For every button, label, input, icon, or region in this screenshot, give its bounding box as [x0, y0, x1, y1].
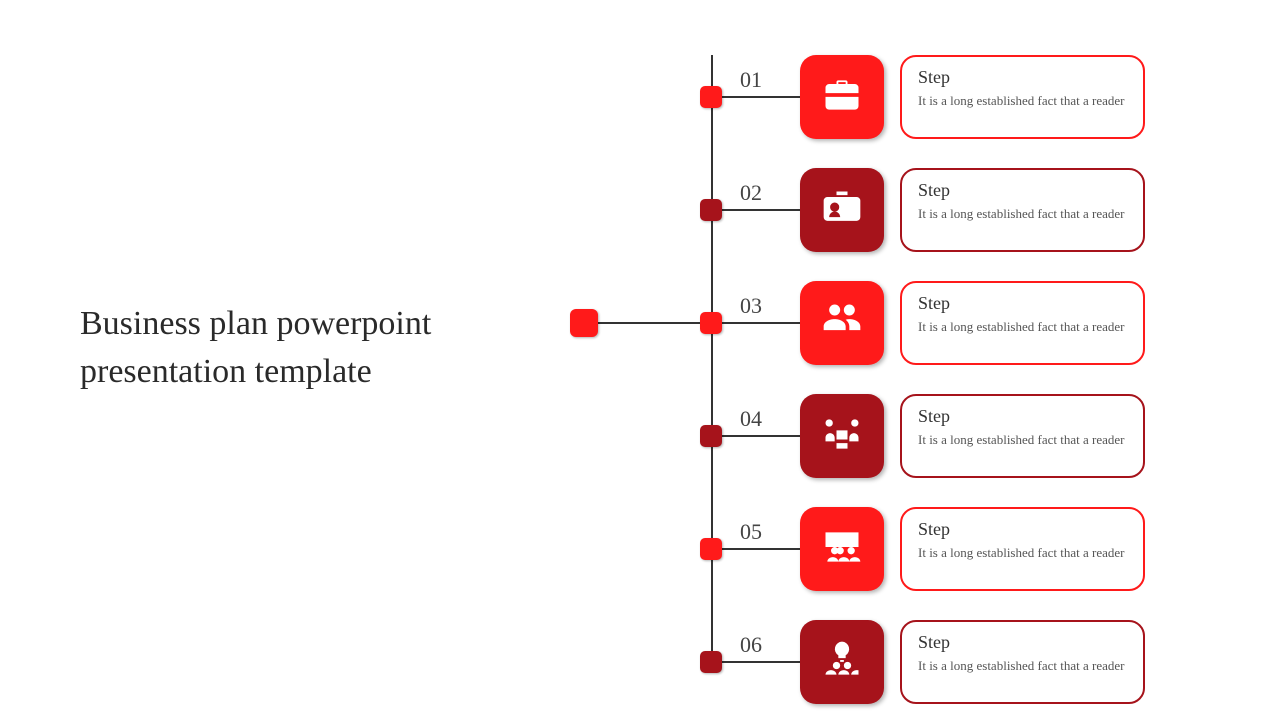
idea-team-icon [820, 638, 864, 687]
step-connector [711, 548, 800, 550]
step-description: It is a long established fact that a rea… [918, 92, 1127, 110]
step-title: Step [918, 519, 1127, 540]
briefcase-icon [820, 73, 864, 122]
step-description: It is a long established fact that a rea… [918, 318, 1127, 336]
step-title: Step [918, 632, 1127, 653]
step-number: 02 [740, 180, 762, 206]
step-description: It is a long established fact that a rea… [918, 544, 1127, 562]
presentation-icon [820, 525, 864, 574]
step-icon-box [800, 281, 884, 365]
branch-node [570, 309, 598, 337]
step-connector [711, 435, 800, 437]
step-title: Step [918, 293, 1127, 314]
step-description: It is a long established fact that a rea… [918, 431, 1127, 449]
branch-horizontal-line [580, 322, 711, 324]
step-icon-box [800, 620, 884, 704]
step-text-box: Step It is a long established fact that … [900, 168, 1145, 252]
step-connector [711, 661, 800, 663]
step-icon-box [800, 168, 884, 252]
step-text-box: Step It is a long established fact that … [900, 620, 1145, 704]
team-icon [820, 299, 864, 348]
timeline-node [700, 312, 722, 334]
step-icon-box [800, 55, 884, 139]
step-text-box: Step It is a long established fact that … [900, 394, 1145, 478]
timeline-node [700, 86, 722, 108]
step-number: 01 [740, 67, 762, 93]
step-connector [711, 322, 800, 324]
slide-title: Business plan powerpoint presentation te… [80, 300, 560, 395]
id-badge-icon [820, 186, 864, 235]
step-number: 04 [740, 406, 762, 432]
step-title: Step [918, 406, 1127, 427]
step-icon-box [800, 394, 884, 478]
step-icon-box [800, 507, 884, 591]
step-title: Step [918, 67, 1127, 88]
step-connector [711, 209, 800, 211]
step-text-box: Step It is a long established fact that … [900, 55, 1145, 139]
timeline-node [700, 199, 722, 221]
timeline-node [700, 425, 722, 447]
timeline-node [700, 538, 722, 560]
step-connector [711, 96, 800, 98]
step-text-box: Step It is a long established fact that … [900, 507, 1145, 591]
step-text-box: Step It is a long established fact that … [900, 281, 1145, 365]
timeline-vertical-line [711, 55, 713, 660]
step-description: It is a long established fact that a rea… [918, 205, 1127, 223]
step-description: It is a long established fact that a rea… [918, 657, 1127, 675]
meeting-icon [820, 412, 864, 461]
step-number: 03 [740, 293, 762, 319]
step-title: Step [918, 180, 1127, 201]
step-number: 05 [740, 519, 762, 545]
timeline-node [700, 651, 722, 673]
step-number: 06 [740, 632, 762, 658]
